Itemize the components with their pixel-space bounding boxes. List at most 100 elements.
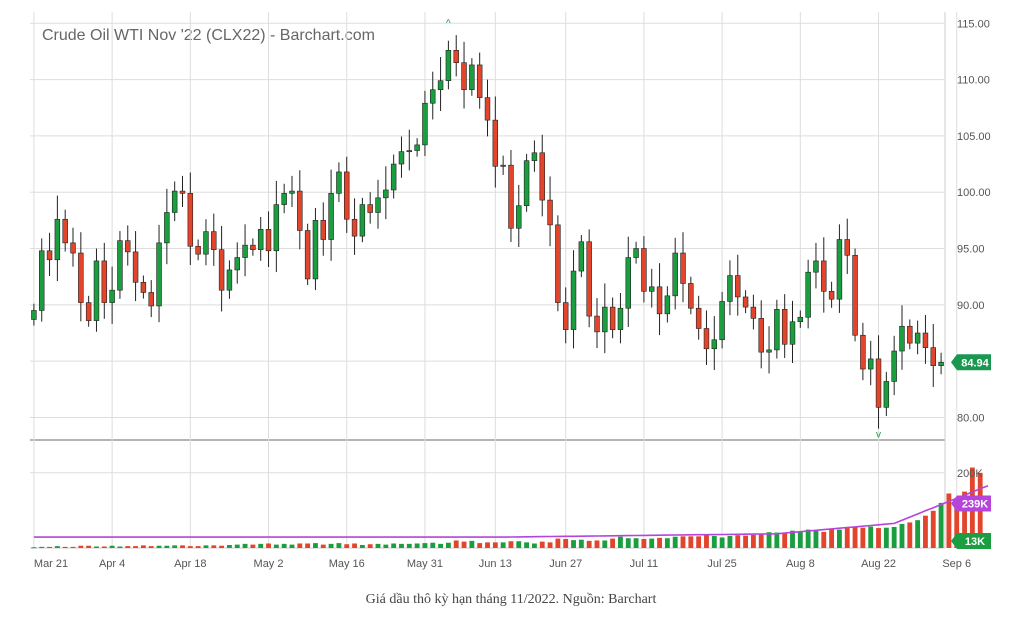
volume-bar <box>625 538 631 548</box>
candle-body <box>383 189 389 199</box>
volume-bar <box>461 541 467 548</box>
candle-body <box>171 190 178 213</box>
volume-bar <box>696 536 702 548</box>
candle-body <box>883 381 890 408</box>
volume-bar <box>367 544 373 548</box>
volume-bar <box>289 544 295 548</box>
volume-bar <box>821 531 827 548</box>
volume-bar <box>876 528 881 548</box>
candle-body <box>813 260 819 273</box>
volume-bar <box>125 546 131 548</box>
candle-body <box>484 97 491 121</box>
candle-body <box>570 270 577 330</box>
volume-bar <box>594 540 600 548</box>
candle-body <box>656 286 663 315</box>
candle-body <box>758 318 764 353</box>
volume-bar <box>54 546 60 548</box>
candle-body <box>78 252 84 303</box>
volume-bar <box>750 534 756 548</box>
date-tick-label: May 31 <box>407 558 443 570</box>
volume-tick-label: 200K <box>957 468 983 480</box>
volume-bar <box>422 543 428 548</box>
candle-body <box>735 275 741 298</box>
candle-body <box>625 257 631 309</box>
volume-bar <box>203 545 209 548</box>
candle-body <box>406 150 413 153</box>
volume-bar <box>485 542 490 548</box>
candle-body <box>242 244 248 258</box>
volume-bar <box>938 502 944 548</box>
candle-body <box>789 321 796 345</box>
candle-body <box>476 64 483 98</box>
volume-bar <box>680 536 686 548</box>
volume-avg-badge-box <box>951 495 991 512</box>
volume-bar <box>101 546 107 548</box>
volume-bar <box>320 544 326 548</box>
candle-body <box>62 218 68 244</box>
candle-body <box>860 334 866 370</box>
volume-bar <box>883 527 889 548</box>
candle-body <box>711 339 718 350</box>
candle-body <box>218 249 225 291</box>
candle-body <box>125 240 131 253</box>
candle-body <box>641 248 647 292</box>
volume-bar <box>477 543 483 548</box>
candle-body <box>516 205 522 229</box>
date-tick-label: Jul 11 <box>630 558 659 570</box>
candle-body <box>85 302 92 321</box>
date-tick-label: Sep 6 <box>942 558 971 570</box>
volume-bar <box>899 523 905 548</box>
date-tick-label: May 2 <box>254 558 284 570</box>
volume-bar <box>844 526 850 548</box>
volume-bar <box>704 534 709 548</box>
candle-body <box>781 309 788 345</box>
volume-bar <box>500 542 506 548</box>
candle-body <box>414 144 420 151</box>
candle-body <box>328 193 334 240</box>
candle-body <box>250 244 256 250</box>
candle-body <box>203 231 209 255</box>
candle-body <box>766 349 772 353</box>
candle-body <box>351 218 358 237</box>
candle-body <box>797 316 804 323</box>
candle-body <box>844 239 850 256</box>
volume-bar <box>618 536 623 548</box>
candle-body <box>211 231 217 250</box>
candle-body <box>453 49 459 63</box>
volume-bar <box>219 545 225 548</box>
volume-bar <box>328 543 334 548</box>
volume-bar <box>359 544 365 548</box>
candle-body <box>461 62 467 91</box>
candle-body <box>336 171 342 194</box>
volume-bar <box>555 538 561 548</box>
date-tick-label: Jul 25 <box>707 558 736 570</box>
candle-body <box>375 197 381 213</box>
volume-bar <box>508 541 514 548</box>
candle-body <box>774 309 780 351</box>
candle-body <box>93 260 100 321</box>
price-tick-label: 115.00 <box>957 18 990 30</box>
volume-bar <box>140 545 146 548</box>
volume-bar <box>735 535 741 548</box>
date-tick-label: Apr 4 <box>99 558 125 570</box>
candle-body <box>187 193 194 247</box>
candle-body <box>469 64 475 91</box>
candle-body <box>367 204 373 213</box>
candle-body <box>398 151 405 165</box>
volume-bar <box>805 529 811 548</box>
date-tick-label: Mar 21 <box>34 558 68 570</box>
candle-body <box>594 315 600 333</box>
candle-body <box>31 310 37 320</box>
volume-bar <box>266 543 271 548</box>
volume-bar <box>649 538 655 548</box>
volume-bar <box>469 540 475 548</box>
volume-bar <box>305 543 311 548</box>
volume-bar <box>391 543 397 548</box>
candle-body <box>140 282 147 293</box>
volume-bar <box>836 529 842 548</box>
date-tick-label: Aug 8 <box>786 558 815 570</box>
volume-bar <box>578 539 584 548</box>
candle-body <box>359 204 366 237</box>
volume-bar <box>915 520 921 548</box>
